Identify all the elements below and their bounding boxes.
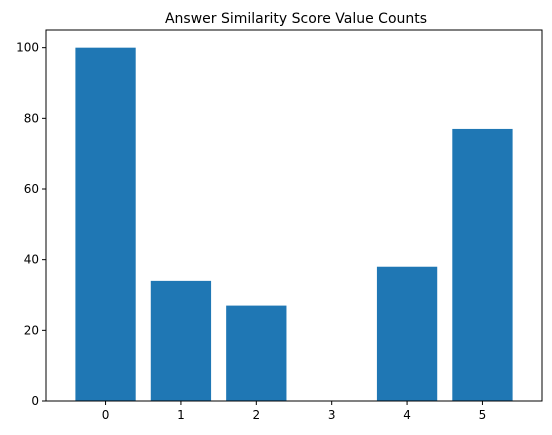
x-tick-label: 3 <box>328 408 336 422</box>
bar-4 <box>376 266 438 401</box>
y-tick-label: 80 <box>24 111 39 125</box>
y-tick-label: 0 <box>31 394 39 408</box>
bars-group <box>75 47 513 402</box>
plot-frame <box>45 29 543 402</box>
bar-2 <box>226 305 287 401</box>
y-tick-label: 20 <box>24 323 39 337</box>
chart-title: Answer Similarity Score Value Counts <box>165 11 427 27</box>
bar-1 <box>150 280 212 401</box>
y-tick-label: 60 <box>24 182 39 196</box>
bar-0 <box>75 47 136 402</box>
bar-5 <box>452 128 513 401</box>
y-tick-label: 100 <box>16 41 39 55</box>
x-axis: 0 1 2 3 4 5 <box>102 401 487 422</box>
x-tick-label: 2 <box>252 408 260 422</box>
y-axis: 0 20 40 60 80 100 <box>16 41 46 408</box>
x-tick-label: 0 <box>102 408 110 422</box>
x-tick-label: 1 <box>177 408 185 422</box>
x-tick-label: 4 <box>403 408 411 422</box>
y-tick-label: 40 <box>24 253 39 267</box>
x-tick-label: 5 <box>479 408 487 422</box>
